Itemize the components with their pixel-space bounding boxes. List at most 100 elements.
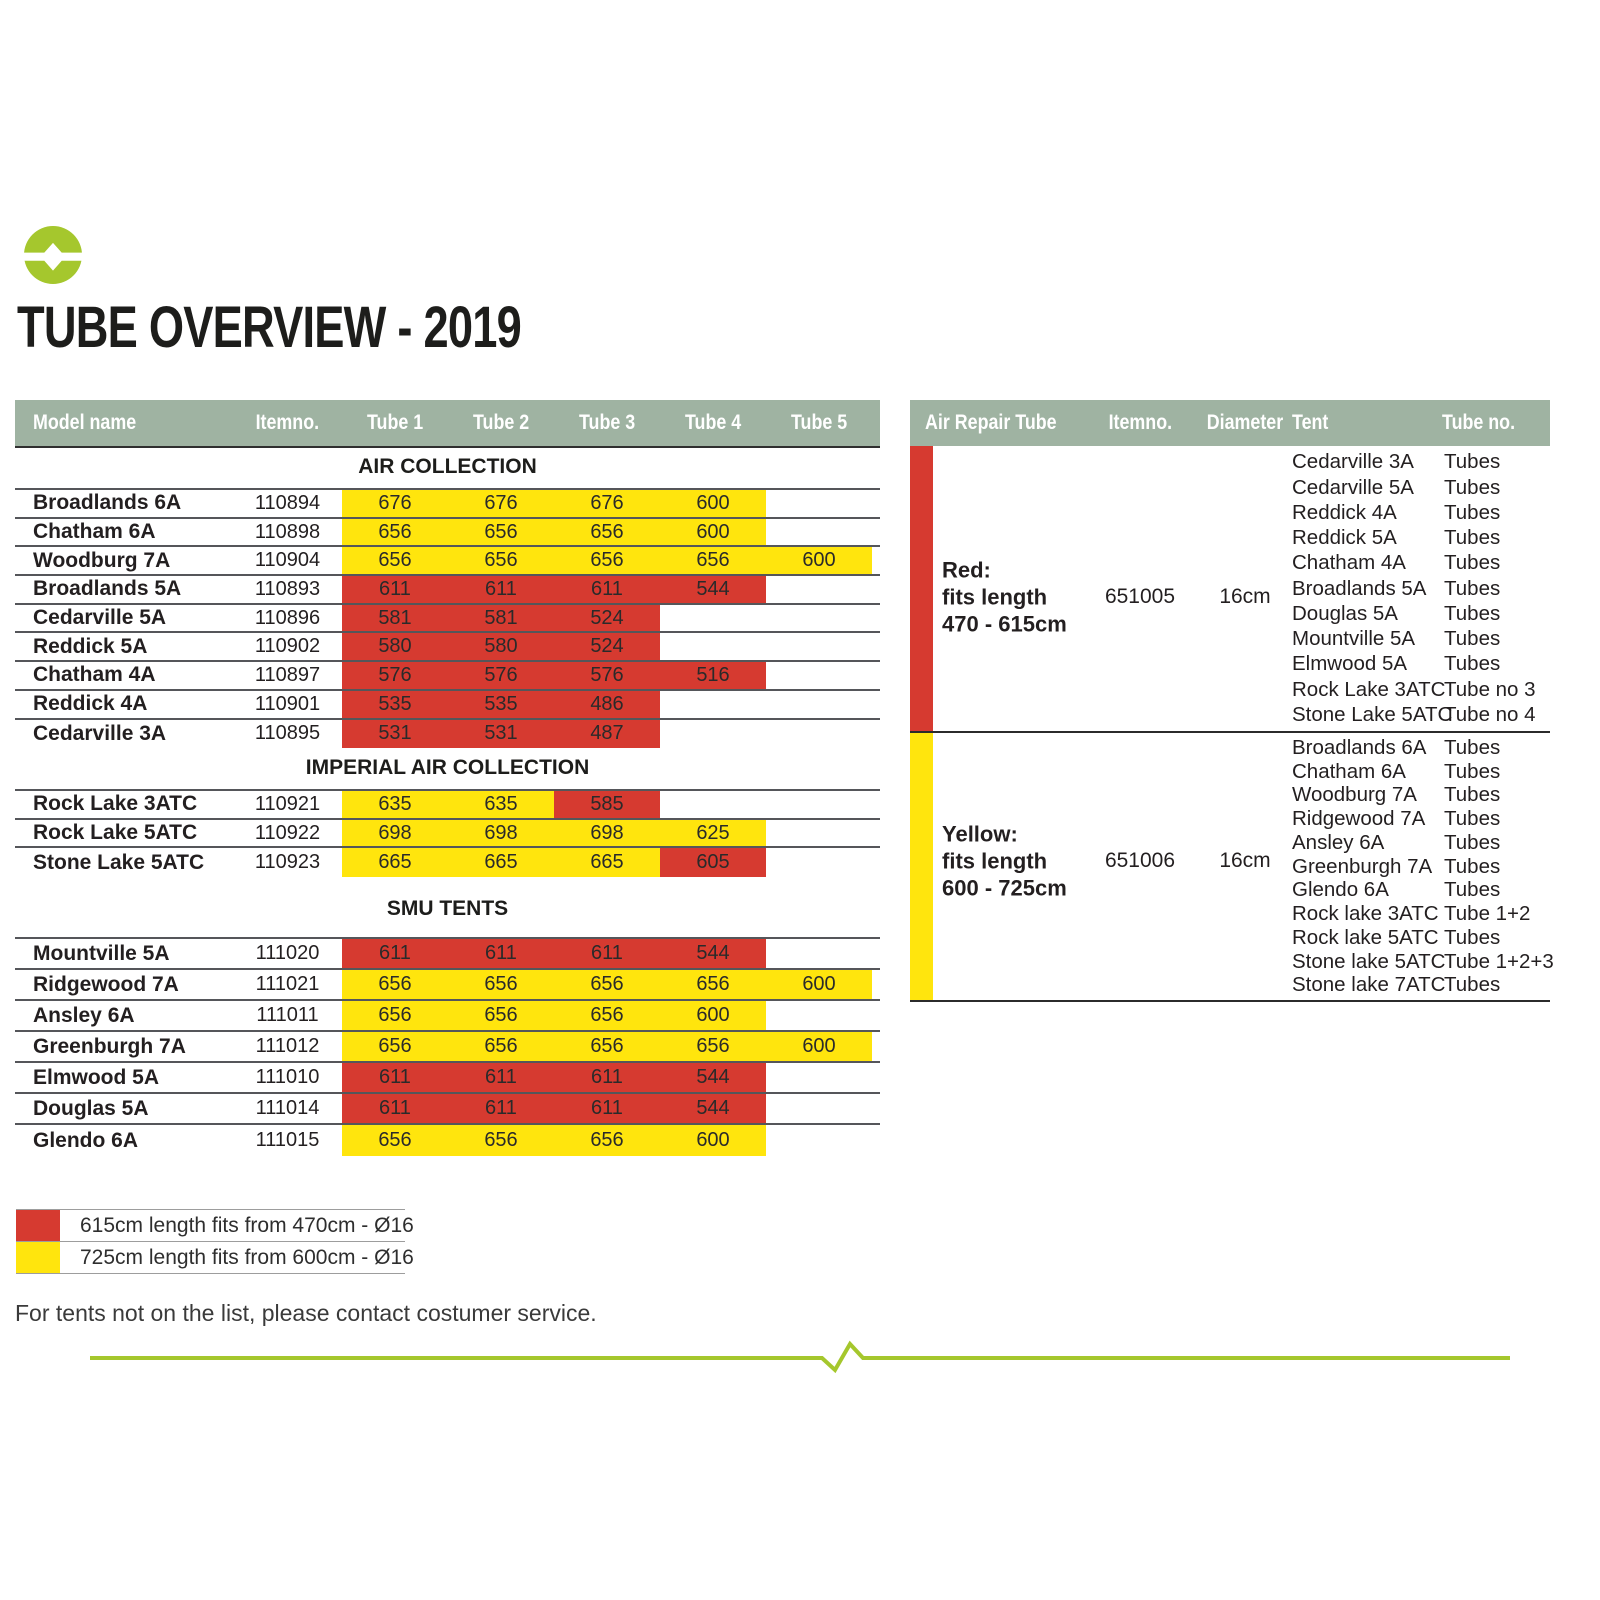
- tube-2-value: 531: [448, 719, 554, 749]
- column-header-tube-4: Tube 4: [684, 411, 742, 434]
- group-diameter: 16cm: [1219, 585, 1271, 609]
- tube-2-value: 580: [448, 633, 554, 661]
- tube-no: Tubes: [1444, 830, 1501, 854]
- tube-4-value: 600: [660, 1125, 766, 1156]
- tent-name: Rock lake 3ATC: [1292, 902, 1439, 925]
- tube-overview-table: Model name Itemno. Tube 1 Tube 2 Tube 3 Tube …: [15, 400, 880, 1158]
- table-row: 580 580 524 Reddick 5A 110902: [15, 633, 880, 663]
- item-number: 111020: [255, 942, 320, 964]
- tube-2-value: 611: [448, 939, 554, 968]
- divider-heartbeat-line: [90, 1340, 1510, 1374]
- legend-row: 725cm length fits from 600cm - Ø16: [16, 1242, 414, 1274]
- tube-3-value: 656: [554, 970, 660, 999]
- column-header-diameter: Diameter: [1206, 411, 1284, 434]
- tube-1-value: 576: [342, 662, 448, 689]
- tent-row: Ansley 6A Tubes: [1292, 830, 1550, 854]
- model-name: Woodburg 7A: [33, 548, 171, 572]
- tent-name: Chatham 4A: [1292, 551, 1406, 575]
- table-row: 611 611 611 544 Elmwood 5A 111010: [15, 1063, 880, 1094]
- model-name: Rock Lake 5ATC: [33, 821, 198, 845]
- tube-no: Tubes: [1444, 652, 1501, 676]
- tube-3-value: 611: [554, 576, 660, 603]
- tent-name: Reddick 5A: [1292, 526, 1397, 549]
- table-row: 581 581 524 Cedarville 5A 110896: [15, 604, 880, 634]
- section-rows: 676 676 676 600 Broadlands 6A 110894 656 656 656…: [15, 488, 880, 749]
- model-name: Rock Lake 3ATC: [33, 792, 198, 816]
- tube-4-value: 625: [660, 819, 766, 847]
- repair-table-header-bar: Air Repair Tube Itemno. Diameter Tent Tube n…: [910, 400, 1550, 446]
- tube-3-value: 676: [554, 490, 660, 517]
- tube-1-value: 656: [342, 1032, 448, 1061]
- column-header-air-repair-tube: Air Repair Tube: [925, 411, 1057, 434]
- tube-4-value: 600: [660, 1001, 766, 1030]
- tube-3-value: 524: [554, 604, 660, 632]
- tent-name: Cedarville 3A: [1292, 450, 1414, 474]
- tube-2-value: 656: [448, 1001, 554, 1030]
- tube-1-value: 656: [342, 1001, 448, 1030]
- tube-no: Tubes: [1444, 551, 1501, 575]
- logo-wave: [24, 242, 82, 271]
- tube-no: Tube 1+2: [1444, 902, 1531, 925]
- tent-row: Douglas 5A Tubes: [1292, 602, 1550, 625]
- tube-4-value: 544: [660, 1094, 766, 1123]
- tube-3-value: 524: [554, 633, 660, 661]
- tube-3-value: 665: [554, 848, 660, 878]
- table-row: 535 535 486 Reddick 4A 110901: [15, 690, 880, 720]
- model-name: Cedarville 3A: [33, 721, 167, 745]
- model-name: Glendo 6A: [33, 1128, 139, 1152]
- tube-4-value: 600: [660, 518, 766, 546]
- section-title: IMPERIAL AIR COLLECTION: [305, 756, 590, 779]
- tent-row: Rock lake 5ATC Tubes: [1292, 925, 1550, 949]
- tube-2-value: 581: [448, 604, 554, 632]
- tube-no: Tube no 3: [1444, 677, 1536, 701]
- tube-1-value: 656: [342, 547, 448, 575]
- tube-5-value: 600: [766, 970, 872, 999]
- model-name: Cedarville 5A: [33, 606, 167, 630]
- tent-row: Elmwood 5A Tubes: [1292, 653, 1550, 675]
- tube-1-value: 698: [342, 819, 448, 847]
- tube-no: Tubes: [1444, 973, 1501, 997]
- tube-no: Tubes: [1444, 450, 1501, 474]
- group-label: Yellow: fits length 600 - 725cm: [942, 821, 1067, 901]
- tube-3-value: 611: [554, 1094, 660, 1123]
- tube-no: Tubes: [1444, 735, 1501, 759]
- tent-row: Broadlands 6A Tubes: [1292, 735, 1550, 759]
- column-header-itemno: Itemno.: [255, 411, 320, 434]
- tube-1-value: 531: [342, 719, 448, 749]
- tent-row: Broadlands 5A Tubes: [1292, 576, 1550, 600]
- model-name: Broadlands 6A: [33, 491, 182, 515]
- tube-4-value: 544: [660, 939, 766, 968]
- item-number: 111021: [255, 973, 320, 995]
- item-number: 110894: [254, 491, 321, 514]
- tent-name: Woodburg 7A: [1292, 783, 1417, 807]
- legend-row: 615cm length fits from 470cm - Ø16: [16, 1210, 414, 1242]
- model-name: Reddick 5A: [33, 634, 148, 658]
- tent-row: Rock Lake 3ATC Tube no 3: [1292, 677, 1550, 701]
- table-row: 531 531 487 Cedarville 3A 110895: [15, 719, 880, 749]
- tent-name: Chatham 6A: [1292, 759, 1406, 783]
- red-color-bar: [910, 446, 933, 731]
- tube-2-value: 656: [448, 518, 554, 546]
- tube-table-header-bar: Model name Itemno. Tube 1 Tube 2 Tube 3 Tube …: [15, 400, 880, 448]
- footer-note: For tents not on the list, please contac…: [15, 1300, 597, 1326]
- tube-3-value: 698: [554, 819, 660, 847]
- tube-2-value: 635: [448, 791, 554, 818]
- tent-name: Rock lake 5ATC: [1292, 925, 1439, 949]
- tube-4-value: 656: [660, 547, 766, 575]
- tube-no: Tubes: [1444, 759, 1501, 783]
- tent-name: Greenburgh 7A: [1292, 854, 1433, 878]
- tent-row: Ridgewood 7A Tubes: [1292, 808, 1550, 830]
- tent-row: Reddick 5A Tubes: [1292, 527, 1550, 549]
- tube-2-value: 656: [448, 1125, 554, 1156]
- tent-row: Rock lake 3ATC Tube 1+2: [1292, 903, 1550, 925]
- tube-no: Tubes: [1444, 925, 1501, 949]
- table-row: 656 656 656 656 600 Ridgewood 7A 111021: [15, 970, 880, 1001]
- tube-no: Tubes: [1444, 576, 1501, 600]
- tube-4-value: 544: [660, 576, 766, 603]
- tube-3-value: 585: [554, 791, 660, 818]
- tube-1-value: 611: [342, 939, 448, 968]
- table-row: 656 656 656 600 Glendo 6A 111015: [15, 1125, 880, 1156]
- tube-3-value: 656: [554, 518, 660, 546]
- tube-5-value: 600: [766, 1032, 872, 1061]
- table-row: 665 665 665 605 Stone Lake 5ATC 110923: [15, 848, 880, 878]
